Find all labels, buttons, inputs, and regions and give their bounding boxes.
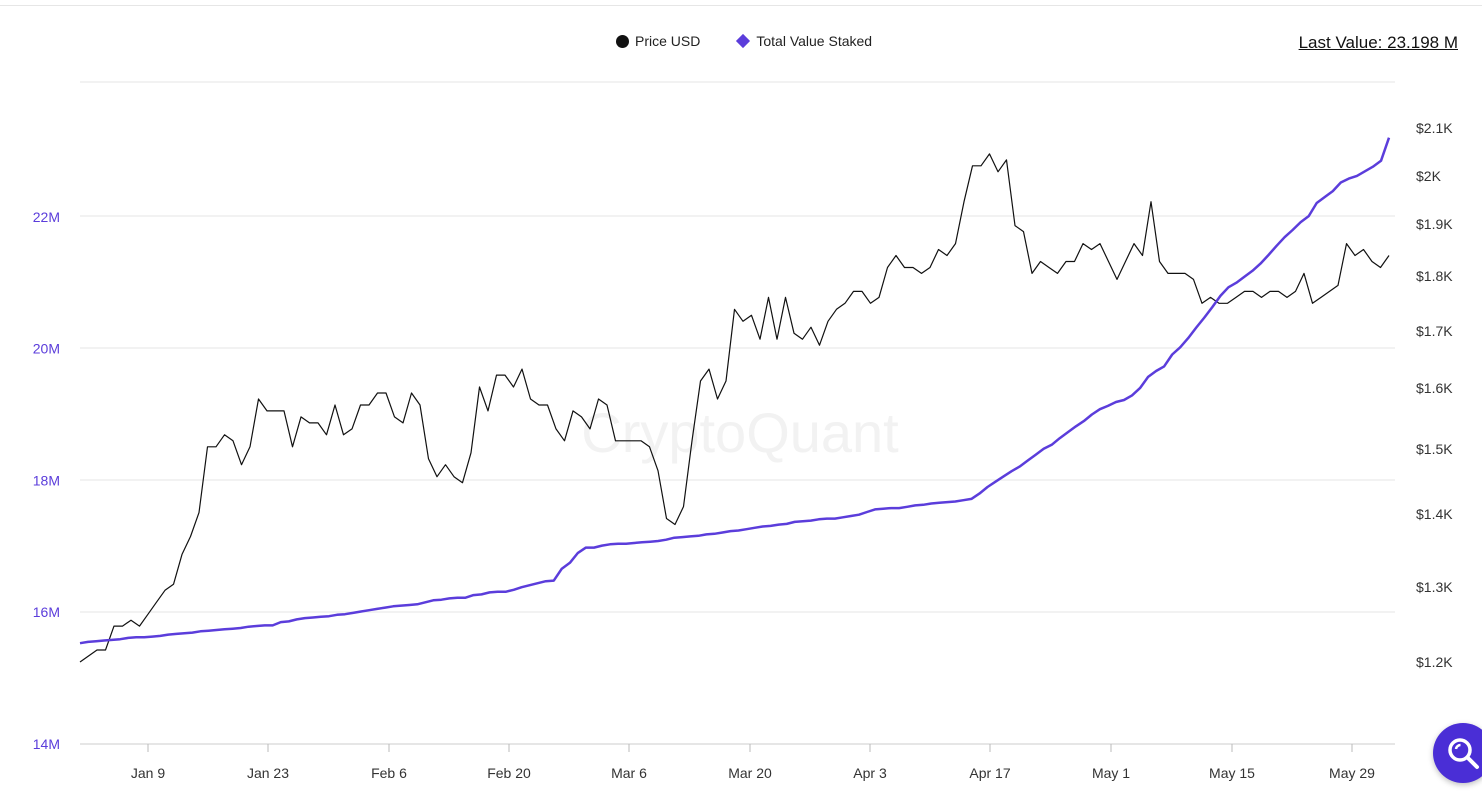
x-tick-label: May 1 <box>1092 765 1130 781</box>
search-button[interactable] <box>1433 723 1482 783</box>
y-right-tick-label: $1.5K <box>1416 441 1453 457</box>
series-line-total-value-staked <box>79 137 1391 645</box>
circle-icon <box>616 34 629 48</box>
diamond-icon <box>736 33 751 49</box>
x-tick-label: Apr 17 <box>969 765 1010 781</box>
y-right-tick-label: $2K <box>1416 168 1442 184</box>
y-right-tick-label: $1.6K <box>1416 380 1453 396</box>
y-left-tick-label: 20M <box>33 341 60 357</box>
y-right-tick-label: $2.1K <box>1416 120 1453 136</box>
legend-label-tvs: Total Value Staked <box>756 33 873 49</box>
series-line-price-usd <box>79 153 1390 663</box>
y-left-tick-label: 22M <box>33 209 60 225</box>
y-right-tick-label: $1.8K <box>1416 268 1453 284</box>
y-right-tick-label: $1.2K <box>1416 654 1453 670</box>
legend: Price USD Total Value Staked <box>616 33 872 49</box>
y-right-tick-label: $1.3K <box>1416 579 1453 595</box>
x-tick-label: May 29 <box>1329 765 1375 781</box>
x-tick-label: Mar 6 <box>611 765 647 781</box>
axis-ticks: 14M 16M 18M 20M 22M $1.2K $1.3K $1.4K $1.5K $1.6K… <box>33 120 1453 781</box>
top-divider <box>0 5 1482 6</box>
y-right-tick-label: $1.7K <box>1416 323 1453 339</box>
y-left-tick-label: 16M <box>33 604 60 620</box>
x-tick-label: Mar 20 <box>728 765 772 781</box>
x-tick-label: Jan 23 <box>247 765 289 781</box>
last-value-link[interactable]: Last Value: 23.198 M <box>1298 33 1458 52</box>
y-left-tick-label: 18M <box>33 472 60 488</box>
x-tick-label: Jan 9 <box>131 765 165 781</box>
grid <box>80 81 1395 745</box>
search-icon <box>1448 738 1479 769</box>
legend-item-tvs[interactable]: Total Value Staked <box>736 33 873 49</box>
x-tick-label: Feb 6 <box>371 765 407 781</box>
y-left-tick-label: 14M <box>33 736 60 752</box>
y-right-tick-label: $1.4K <box>1416 506 1453 522</box>
legend-item-price[interactable]: Price USD <box>616 33 700 49</box>
x-tick-label: Apr 3 <box>853 765 887 781</box>
y-right-tick-label: $1.9K <box>1416 216 1453 232</box>
watermark: CryptoQuant <box>581 401 899 464</box>
x-tick-label: Feb 20 <box>487 765 531 781</box>
x-tick-label: May 15 <box>1209 765 1255 781</box>
series-layer <box>79 137 1391 663</box>
legend-label-price: Price USD <box>635 33 701 49</box>
